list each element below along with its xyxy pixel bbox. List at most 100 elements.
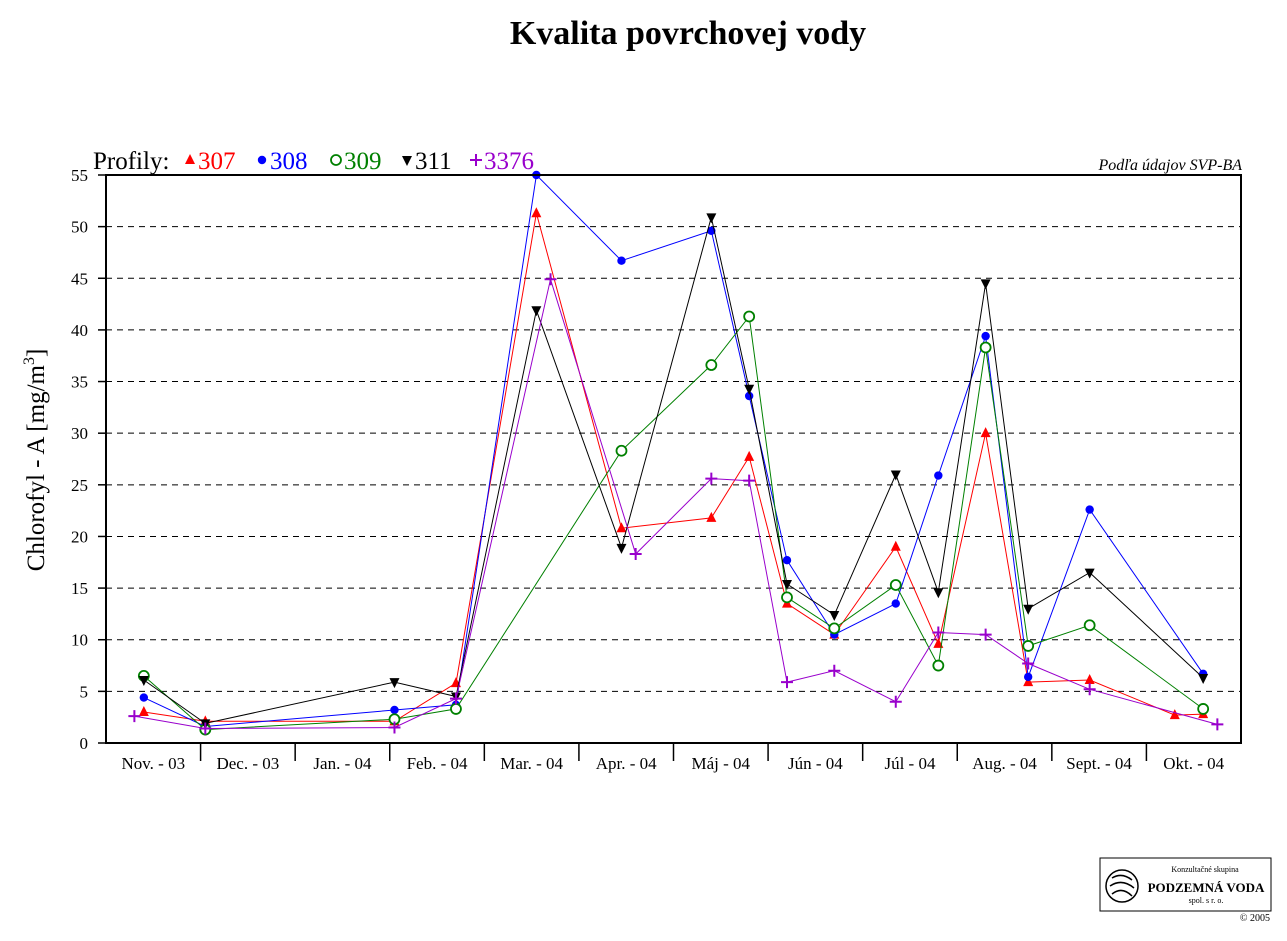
y-axis-label-sup: 3	[21, 357, 38, 365]
point-309-3	[450, 703, 462, 715]
legend-prefix: Profily:	[93, 148, 169, 175]
point-308-12	[981, 331, 990, 341]
point-309-10	[932, 659, 945, 672]
y-tick-label-15: 15	[71, 579, 88, 598]
y-axis-label: Chlorofyl - A [mg/m3]	[21, 349, 50, 572]
x-category-label-10: Sept. - 04	[1066, 754, 1132, 773]
point-308-5	[617, 256, 626, 265]
logo-copyright: © 2005	[1240, 913, 1270, 924]
point-307-5	[616, 522, 627, 533]
legend-marker-308	[257, 155, 267, 165]
x-category-label-9: Aug. - 04	[972, 754, 1037, 773]
logo-frame	[1099, 857, 1272, 912]
series-line-309	[143, 315, 1204, 731]
series-3376	[128, 273, 1224, 735]
point-311-2	[389, 678, 400, 689]
point-309-8	[828, 622, 841, 635]
point-307-7	[744, 450, 755, 461]
point-311-5	[616, 543, 627, 554]
point-309-11	[979, 341, 992, 354]
series-group	[128, 170, 1224, 736]
point-308-2	[390, 705, 399, 715]
point-3376-9	[828, 664, 841, 677]
legend-label-309: 309	[344, 148, 382, 175]
company-logo: Konzultačné skupina PODZEMNÁ VODA spol. …	[1099, 857, 1272, 924]
point-311-6	[706, 213, 717, 224]
point-309-4	[615, 444, 628, 457]
point-3376-1	[199, 722, 212, 735]
x-category-label-4: Mar. - 04	[500, 754, 563, 773]
y-tick-label-25: 25	[71, 476, 88, 495]
legend-marker-311	[402, 156, 412, 166]
legend-marker-3376	[470, 154, 482, 166]
y-tick-label-40: 40	[71, 321, 88, 340]
point-3376-5	[629, 548, 642, 561]
y-tick-label-0: 0	[80, 734, 89, 753]
point-3376-3	[449, 692, 462, 705]
point-3376-11	[932, 626, 945, 639]
series-line-311	[143, 217, 1204, 724]
point-307-10	[890, 540, 901, 551]
x-category-label-2: Jan. - 04	[313, 754, 372, 773]
point-308-11	[934, 471, 943, 480]
point-307-12	[980, 427, 991, 438]
chart-title: Kvalita povrchovej vody	[510, 15, 866, 52]
series-309	[137, 310, 1210, 736]
point-309-6	[743, 310, 756, 323]
point-311-12	[980, 279, 991, 290]
legend-label-307: 307	[198, 148, 236, 175]
point-311-13	[1023, 604, 1034, 615]
point-309-9	[889, 579, 902, 591]
point-309-5	[705, 359, 718, 371]
x-category-label-8: Júl - 04	[884, 754, 936, 773]
point-3376-13	[1022, 657, 1035, 670]
y-tick-label-50: 50	[71, 218, 88, 237]
point-311-15	[1198, 673, 1209, 684]
point-3376-12	[979, 628, 992, 641]
legend-marker-307	[185, 154, 195, 164]
point-311-4	[531, 306, 542, 317]
point-311-11	[933, 588, 944, 599]
point-3376-7	[743, 474, 756, 487]
x-category-label-0: Nov. - 03	[121, 754, 185, 773]
x-category-label-3: Feb. - 04	[407, 754, 468, 773]
point-309-12	[1022, 640, 1035, 652]
legend-label-308: 308	[270, 148, 308, 175]
point-308-0	[139, 693, 149, 702]
y-tick-label-5: 5	[80, 682, 89, 701]
point-3376-8	[781, 676, 793, 689]
point-308-8	[782, 556, 792, 565]
x-axis-categories: Nov. - 03 Dec. - 03 Jan. - 04 Feb. - 04 Mar.…	[121, 743, 1225, 773]
y-tick-label-30: 30	[71, 424, 88, 443]
point-311-0	[138, 676, 149, 687]
series-line-308	[143, 173, 1204, 728]
point-307-15	[1169, 709, 1180, 720]
point-3376-15	[1211, 718, 1224, 731]
point-311-7	[744, 384, 755, 395]
y-tick-label-10: 10	[71, 631, 88, 650]
point-309-13	[1083, 619, 1096, 632]
point-311-8	[782, 579, 792, 590]
logo-name: PODZEMNÁ VODA	[1148, 880, 1265, 895]
point-311-14	[1084, 568, 1095, 579]
x-category-label-5: Apr. - 04	[596, 754, 657, 773]
y-axis-label-end: ]	[23, 349, 50, 357]
point-3376-0	[128, 710, 141, 723]
legend-label-311: 311	[415, 148, 452, 175]
x-category-label-7: Jún - 04	[788, 754, 843, 773]
legend-label-3376: 3376	[484, 148, 534, 175]
series-line-3376	[134, 277, 1218, 730]
point-3376-14	[1083, 683, 1096, 696]
point-307-14	[1084, 674, 1095, 685]
logo-top-text: Konzultačné skupina	[1171, 865, 1239, 874]
point-309-14	[1197, 703, 1210, 715]
point-307-6	[706, 511, 717, 522]
plot-frame	[105, 174, 1242, 744]
y-tick-label-35: 35	[71, 373, 88, 392]
point-3376-6	[705, 472, 718, 485]
point-308-14	[1085, 505, 1094, 514]
point-311-9	[829, 610, 840, 621]
series-311	[138, 213, 1209, 730]
legend: Profily: 307 308 309 311 3376	[93, 148, 534, 175]
